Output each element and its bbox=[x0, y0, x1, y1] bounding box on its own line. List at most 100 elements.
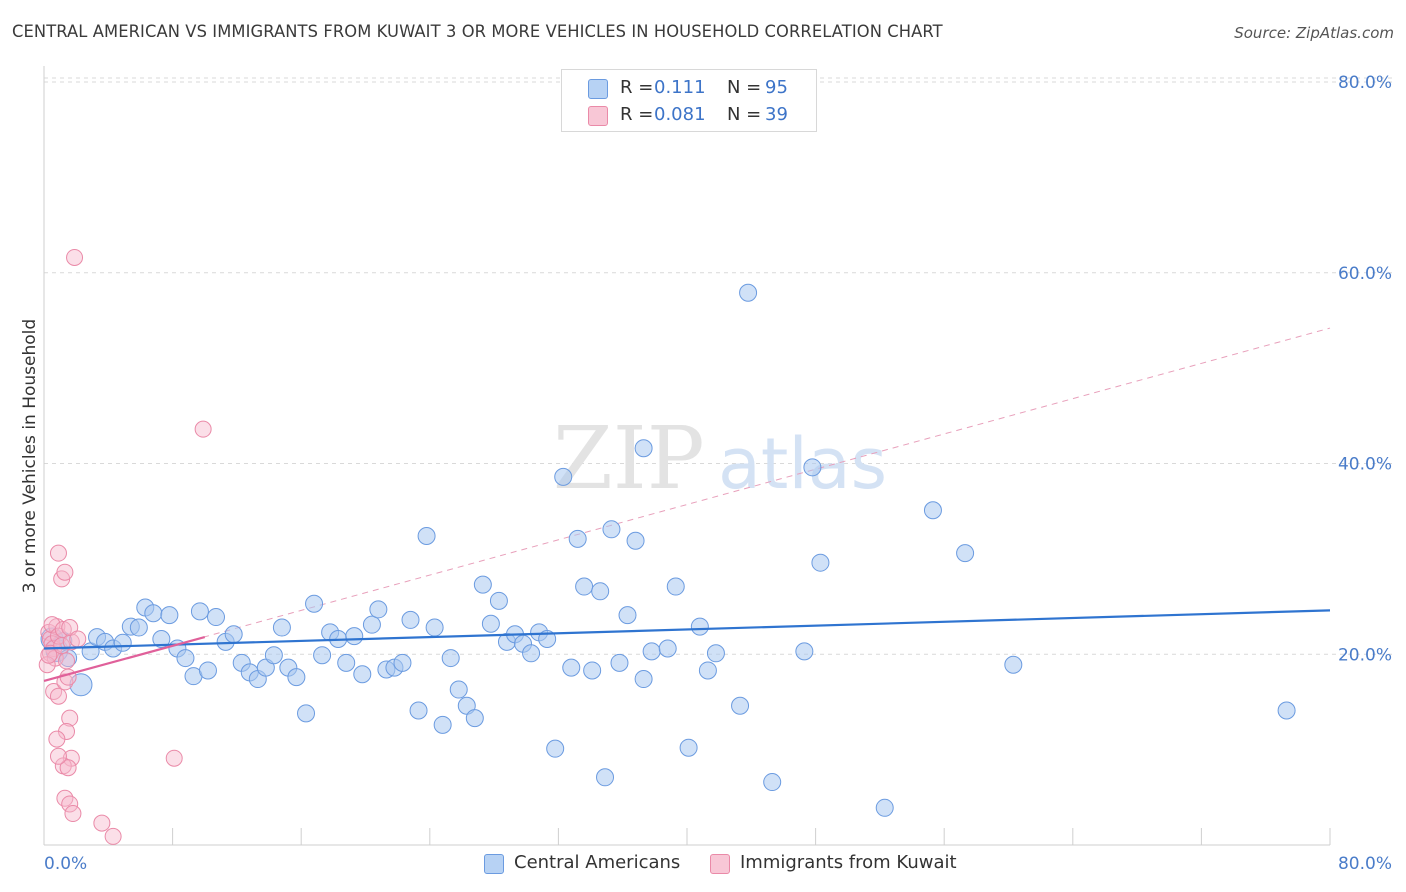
point-central-americans bbox=[287, 668, 306, 687]
point-central-americans bbox=[449, 680, 468, 699]
point-central-americans bbox=[401, 610, 420, 629]
axes bbox=[43, 66, 1331, 846]
point-central-americans bbox=[441, 649, 460, 668]
legend-swatch-pink bbox=[588, 106, 608, 126]
point-central-americans bbox=[481, 614, 500, 633]
point-central-americans bbox=[602, 520, 621, 539]
point-central-americans bbox=[596, 768, 615, 787]
point-central-americans bbox=[198, 661, 217, 680]
point-immigrants-from-kuwait bbox=[49, 747, 67, 765]
point-central-americans bbox=[554, 467, 573, 486]
point-immigrants-from-kuwait bbox=[49, 687, 67, 705]
point-central-americans bbox=[679, 738, 698, 757]
stats-legend: R = 0.111 N = 95 R = 0.081 N = 39 bbox=[561, 69, 817, 132]
point-immigrants-from-kuwait bbox=[69, 630, 87, 648]
watermark: ZIP atlas bbox=[553, 409, 887, 509]
legend-label: Central Americans bbox=[514, 852, 681, 873]
point-central-americans bbox=[345, 627, 364, 646]
y-tick-label: 40.0% bbox=[1338, 455, 1392, 475]
point-central-americans bbox=[618, 606, 637, 625]
point-immigrants-from-kuwait bbox=[56, 673, 74, 691]
legend-swatch-pink bbox=[710, 854, 730, 874]
n-label: N = bbox=[727, 104, 762, 125]
point-central-americans bbox=[417, 526, 436, 545]
point-immigrants-from-kuwait bbox=[61, 795, 79, 813]
point-central-americans bbox=[129, 618, 148, 637]
point-central-americans bbox=[465, 709, 484, 728]
point-central-americans bbox=[152, 629, 171, 648]
point-central-americans bbox=[176, 649, 195, 668]
point-central-americans bbox=[546, 739, 565, 758]
point-immigrants-from-kuwait bbox=[58, 652, 76, 670]
legend-swatch-blue bbox=[484, 854, 504, 874]
point-central-americans bbox=[698, 661, 717, 680]
point-immigrants-from-kuwait bbox=[54, 620, 72, 638]
point-central-americans bbox=[591, 582, 610, 601]
point-central-americans bbox=[409, 701, 428, 720]
n-value: 39 bbox=[765, 104, 788, 125]
point-central-americans bbox=[433, 715, 452, 734]
point-central-americans bbox=[658, 639, 677, 658]
point-central-americans bbox=[610, 653, 629, 672]
point-immigrants-from-kuwait bbox=[165, 749, 183, 767]
trend-extension-kuwait bbox=[43, 327, 1331, 682]
point-central-americans bbox=[803, 458, 822, 477]
point-immigrants-from-kuwait bbox=[64, 805, 82, 823]
point-immigrants-from-kuwait bbox=[93, 814, 111, 832]
point-immigrants-from-kuwait bbox=[48, 730, 66, 748]
trend-lines bbox=[43, 609, 1331, 683]
point-central-americans bbox=[353, 665, 372, 684]
point-central-americans bbox=[731, 696, 750, 715]
point-central-americans bbox=[739, 283, 758, 302]
point-central-americans bbox=[634, 670, 653, 689]
point-central-americans bbox=[489, 591, 508, 610]
tick-labels: 20.0% 40.0% 60.0% 80.0% 0.0% 80.0% bbox=[44, 73, 1392, 874]
point-central-americans bbox=[473, 575, 492, 594]
point-central-americans bbox=[337, 653, 356, 672]
point-central-americans bbox=[425, 618, 444, 637]
point-central-americans bbox=[795, 642, 814, 661]
point-immigrants-from-kuwait bbox=[104, 827, 122, 845]
point-immigrants-from-kuwait bbox=[49, 544, 67, 562]
point-immigrants-from-kuwait bbox=[40, 646, 58, 664]
watermark-atlas: atlas bbox=[718, 423, 887, 505]
point-central-americans bbox=[160, 606, 179, 625]
y-axis-label: 3 or more Vehicles in Household bbox=[20, 319, 40, 593]
series-central-americans bbox=[40, 283, 1296, 817]
point-central-americans bbox=[562, 658, 581, 677]
point-central-americans bbox=[362, 615, 381, 634]
point-central-americans bbox=[763, 773, 782, 792]
point-immigrants-from-kuwait bbox=[45, 682, 63, 700]
point-central-americans bbox=[272, 618, 291, 637]
r-value: 0.081 bbox=[654, 104, 706, 125]
point-central-americans bbox=[313, 646, 332, 665]
point-immigrants-from-kuwait bbox=[61, 709, 79, 727]
point-central-americans bbox=[207, 608, 226, 627]
point-central-americans bbox=[1004, 655, 1023, 674]
y-tick-label: 80.0% bbox=[1338, 73, 1392, 93]
point-immigrants-from-kuwait bbox=[66, 248, 84, 266]
point-central-americans bbox=[811, 553, 830, 572]
trend-line-central-americans bbox=[43, 609, 1331, 650]
stats-row-immigrants-from-kuwait: R = 0.081 N = 39 bbox=[562, 102, 816, 128]
point-central-americans bbox=[264, 646, 283, 665]
point-immigrants-from-kuwait bbox=[56, 563, 74, 581]
y-tick-label: 20.0% bbox=[1338, 645, 1392, 665]
point-immigrants-from-kuwait bbox=[56, 789, 74, 807]
watermark-zip: ZIP bbox=[553, 409, 705, 509]
point-immigrants-from-kuwait bbox=[59, 668, 77, 686]
point-central-americans bbox=[113, 633, 132, 652]
point-central-americans bbox=[690, 617, 709, 636]
y-tick-label: 60.0% bbox=[1338, 264, 1392, 284]
point-central-americans bbox=[369, 600, 388, 619]
point-central-americans bbox=[1277, 701, 1296, 720]
point-central-americans bbox=[393, 653, 412, 672]
legend-label: Immigrants from Kuwait bbox=[740, 852, 957, 873]
point-central-americans bbox=[634, 439, 653, 458]
point-central-americans bbox=[626, 531, 645, 550]
series-legend: Central Americans Immigrants from Kuwait bbox=[0, 852, 1406, 878]
x-tick-label: 0.0% bbox=[44, 854, 87, 874]
legend-swatch-blue bbox=[588, 79, 608, 99]
point-immigrants-from-kuwait bbox=[194, 420, 212, 438]
